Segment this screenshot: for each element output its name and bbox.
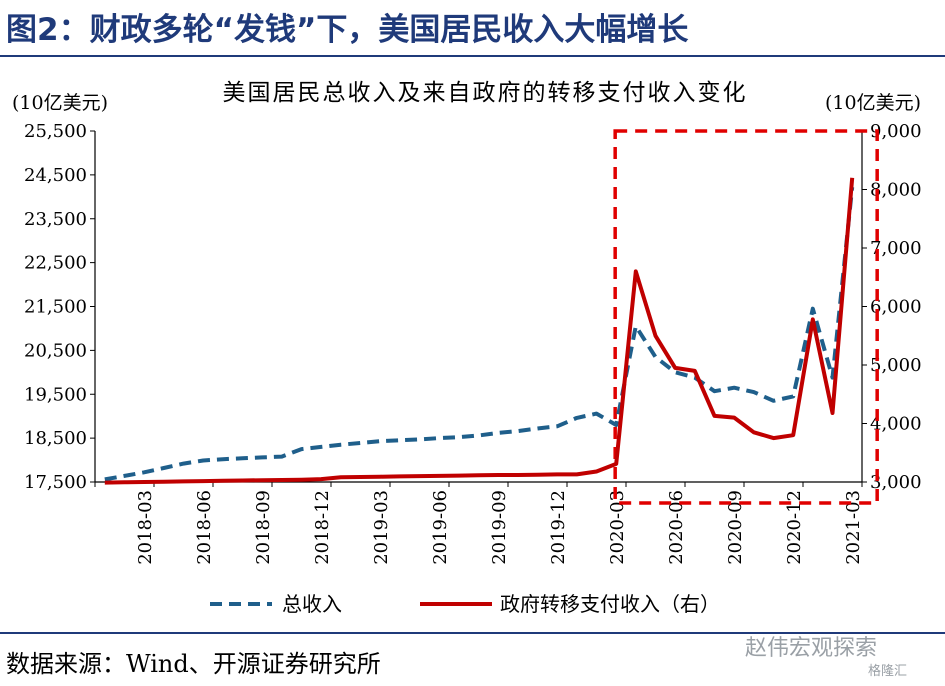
total-income-line bbox=[104, 186, 855, 482]
top-rule bbox=[0, 55, 945, 57]
y-axis-right-label: (10亿美元) bbox=[825, 92, 921, 114]
x-tick-label-group: 2018-09 bbox=[253, 490, 274, 565]
x-tick-label: 2020-03 bbox=[607, 490, 628, 565]
y-axis-left-label: (10亿美元) bbox=[12, 92, 108, 114]
watermark: 赵伟宏观探索 bbox=[745, 636, 878, 661]
x-tick-label: 2019-06 bbox=[430, 490, 451, 565]
x-tick-label: 2020-09 bbox=[725, 490, 746, 565]
chart-title: 美国居民总收入及来自政府的转移支付收入变化 bbox=[223, 80, 748, 106]
x-tick-label-group: 2018-03 bbox=[135, 490, 156, 565]
x-tick-label: 2020-12 bbox=[784, 490, 805, 565]
x-tick-label: 2019-09 bbox=[489, 490, 510, 565]
y-tick-label-left: 17,500 bbox=[24, 472, 87, 493]
x-tick-label: 2018-12 bbox=[312, 490, 333, 565]
y-tick-label-right: 4,000 bbox=[870, 414, 922, 435]
x-tick-label-group: 2020-06 bbox=[666, 490, 687, 565]
y-tick-label-left: 24,500 bbox=[24, 165, 87, 186]
x-tick-label: 2019-12 bbox=[548, 490, 569, 565]
x-tick-label-group: 2020-12 bbox=[784, 490, 805, 565]
figure-title: 图2：财政多轮“发钱”下，美国居民收入大幅增长 bbox=[6, 12, 689, 48]
y-tick-label-right: 9,000 bbox=[870, 121, 922, 142]
y-tick-label-right: 5,000 bbox=[870, 355, 922, 376]
x-tick-label: 2018-09 bbox=[253, 490, 274, 565]
y-tick-label-left: 19,500 bbox=[24, 384, 87, 405]
x-tick-label: 2018-03 bbox=[135, 490, 156, 565]
x-tick-label: 2018-06 bbox=[194, 490, 215, 565]
y-tick-label-right: 3,000 bbox=[870, 472, 922, 493]
chart-svg: 美国居民总收入及来自政府的转移支付收入变化 (10亿美元) (10亿美元) 25… bbox=[12, 80, 922, 616]
y-tick-label-left: 18,500 bbox=[24, 428, 87, 449]
y-tick-label-right: 8,000 bbox=[870, 180, 922, 201]
watermark-sub: 格隆汇 bbox=[868, 664, 908, 679]
x-tick-label-group: 2020-09 bbox=[725, 490, 746, 565]
x-tick-label-group: 2020-03 bbox=[607, 490, 628, 565]
y-tick-label-left: 21,500 bbox=[24, 297, 87, 318]
y-tick-label-right: 7,000 bbox=[870, 238, 922, 259]
x-tick-label-group: 2019-03 bbox=[371, 490, 392, 565]
x-tick-label-group: 2018-12 bbox=[312, 490, 333, 565]
x-tick-label-group: 2019-06 bbox=[430, 490, 451, 565]
x-tick-label-group: 2018-06 bbox=[194, 490, 215, 565]
y-tick-label-left: 25,500 bbox=[24, 121, 87, 142]
source-note: 数据来源：Wind、开源证券研究所 bbox=[6, 650, 381, 678]
x-tick-label-group: 2021-03 bbox=[843, 490, 864, 565]
bottom-rule bbox=[0, 632, 945, 634]
x-tick-label-group: 2019-12 bbox=[548, 490, 569, 565]
x-tick-label: 2020-06 bbox=[666, 490, 687, 565]
transfer-income-line bbox=[104, 177, 855, 485]
y-tick-label-right: 6,000 bbox=[870, 297, 922, 318]
highlight-box bbox=[613, 129, 879, 505]
x-tick-label-group: 2019-09 bbox=[489, 490, 510, 565]
x-tick-label: 2019-03 bbox=[371, 490, 392, 565]
y-tick-label-left: 20,500 bbox=[24, 340, 87, 361]
y-tick-label-left: 22,500 bbox=[24, 253, 87, 274]
x-tick-label: 2021-03 bbox=[843, 490, 864, 565]
y-tick-label-left: 23,500 bbox=[24, 209, 87, 230]
legend-label-transfer-income: 政府转移支付收入（右） bbox=[500, 592, 720, 616]
legend-label-total-income: 总收入 bbox=[282, 592, 342, 616]
